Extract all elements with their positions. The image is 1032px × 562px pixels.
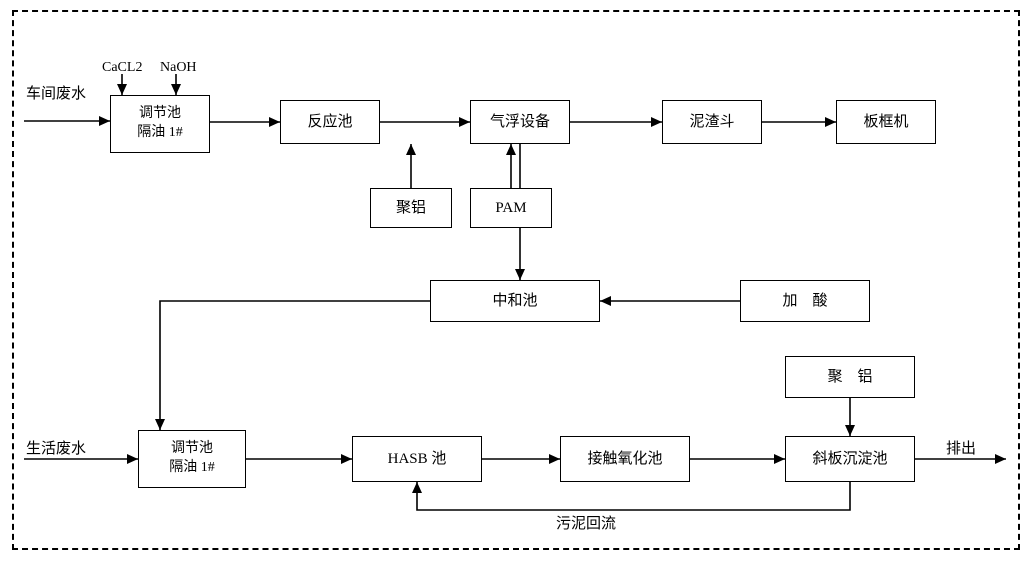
node-n10: 聚 铝 — [785, 356, 915, 398]
label-L1: 车间废水 — [26, 85, 86, 103]
node-n4: 泥渣斗 — [662, 100, 762, 144]
label-L2: CaCL2 — [102, 60, 142, 77]
node-n11: 调节池 隔油 1# — [138, 430, 246, 488]
node-n2: 反应池 — [280, 100, 380, 144]
node-n6: 聚铝 — [370, 188, 452, 228]
label-L3: NaOH — [160, 60, 197, 77]
node-n14: 斜板沉淀池 — [785, 436, 915, 482]
node-n12: HASB 池 — [352, 436, 482, 482]
label-L5: 排出 — [946, 440, 976, 458]
diagram-stage: 调节池 隔油 1#反应池气浮设备泥渣斗板框机聚铝PAM中和池加 酸聚 铝调节池 … — [0, 0, 1032, 562]
node-n5: 板框机 — [836, 100, 936, 144]
node-n3: 气浮设备 — [470, 100, 570, 144]
node-n8: 中和池 — [430, 280, 600, 322]
node-n13: 接触氧化池 — [560, 436, 690, 482]
label-L4: 生活废水 — [26, 440, 86, 458]
label-L6: 污泥回流 — [556, 515, 616, 533]
node-n1: 调节池 隔油 1# — [110, 95, 210, 153]
node-n7: PAM — [470, 188, 552, 228]
node-n9: 加 酸 — [740, 280, 870, 322]
